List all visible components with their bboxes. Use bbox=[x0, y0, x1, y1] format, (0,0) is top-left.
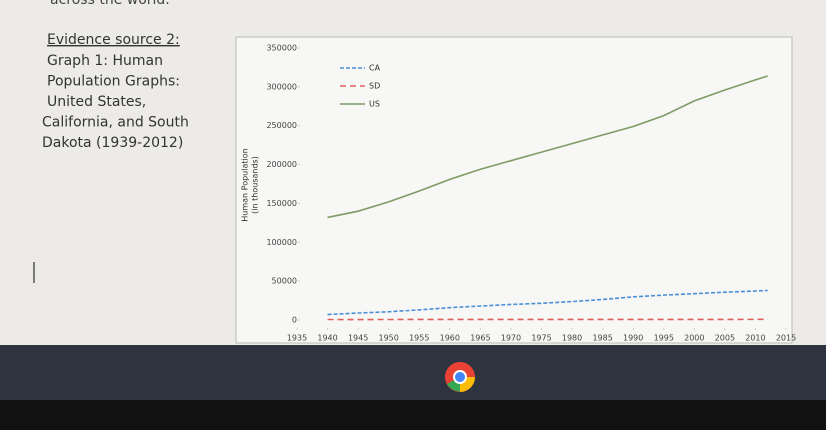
x-tick-label: 1935 bbox=[287, 334, 307, 343]
y-axis-label: Human Population bbox=[241, 148, 250, 221]
y-tick-label: 0 bbox=[292, 316, 297, 325]
x-tick-label: 2000 bbox=[684, 334, 704, 343]
evidence-line: Graph 1: Human bbox=[47, 53, 163, 69]
evidence-line: United States, bbox=[47, 94, 146, 110]
y-tick-label: 50000 bbox=[272, 277, 297, 286]
x-tick-label: 1970 bbox=[501, 334, 521, 343]
evidence-heading: Evidence source 2: bbox=[47, 32, 180, 48]
chart-frame bbox=[236, 37, 792, 343]
evidence-line: California, and South bbox=[42, 115, 189, 131]
y-tick-label: 350000 bbox=[266, 44, 297, 53]
x-tick-label: 1995 bbox=[654, 334, 674, 343]
x-tick-label: 1960 bbox=[440, 334, 460, 343]
y-axis-label: (in thousands) bbox=[251, 156, 260, 214]
chrome-icon-center bbox=[455, 372, 465, 382]
evidence-line: Dakota (1939-2012) bbox=[42, 135, 183, 151]
x-tick-label: 1975 bbox=[531, 334, 551, 343]
y-tick-label: 300000 bbox=[266, 82, 297, 91]
x-tick-label: 1990 bbox=[623, 334, 643, 343]
x-tick-label: 2015 bbox=[776, 334, 796, 343]
legend-label: CA bbox=[369, 64, 381, 73]
x-tick-label: 2010 bbox=[745, 334, 765, 343]
y-tick-label: 100000 bbox=[266, 238, 297, 247]
x-tick-label: 2005 bbox=[715, 334, 735, 343]
y-tick-label: 150000 bbox=[266, 199, 297, 208]
y-tick-label: 250000 bbox=[266, 121, 297, 130]
y-tick-label: 200000 bbox=[266, 160, 297, 169]
x-tick-label: 1985 bbox=[592, 334, 612, 343]
x-tick-label: 1950 bbox=[379, 334, 399, 343]
x-tick-label: 1940 bbox=[317, 334, 337, 343]
x-tick-label: 1945 bbox=[348, 334, 368, 343]
x-tick-label: 1955 bbox=[409, 334, 429, 343]
top-text: across the world. bbox=[50, 0, 170, 8]
x-tick-label: 1980 bbox=[562, 334, 582, 343]
legend-label: SD bbox=[369, 82, 380, 91]
evidence-line: Population Graphs: bbox=[47, 74, 180, 90]
taskbar bbox=[0, 345, 826, 400]
legend-label: US bbox=[369, 100, 380, 109]
x-tick-label: 1965 bbox=[470, 334, 490, 343]
